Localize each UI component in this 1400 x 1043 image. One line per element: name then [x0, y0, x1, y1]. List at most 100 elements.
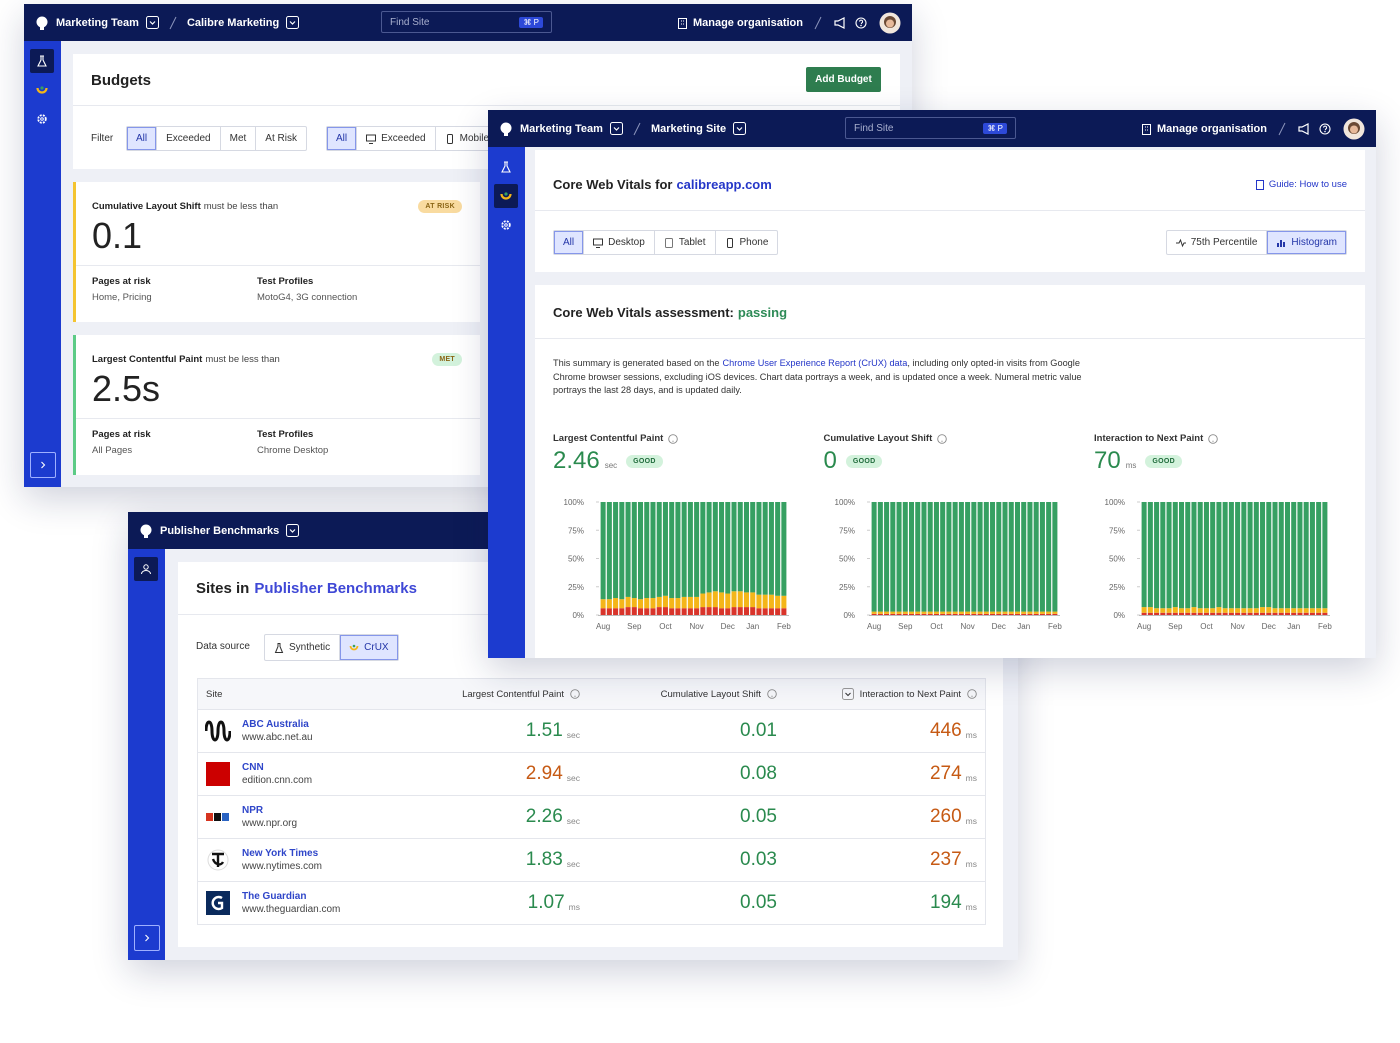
logo	[36, 16, 48, 30]
sidebar-item[interactable]	[30, 78, 54, 102]
sidebar-item[interactable]	[30, 107, 54, 131]
bar-segment	[1141, 607, 1147, 613]
crux-link[interactable]: Chrome User Experience Report (CrUX) dat…	[722, 358, 908, 368]
segment-button[interactable]: Histogram	[1267, 231, 1346, 254]
team-name[interactable]: Publisher Benchmarks	[160, 524, 280, 537]
sidebar-item[interactable]	[494, 213, 518, 237]
metric-cell: 274 ms	[930, 752, 977, 795]
bar-segment	[920, 613, 926, 615]
segment-button[interactable]: CrUX	[340, 635, 398, 660]
organisation-icon	[677, 17, 687, 29]
condition-text: must be less than	[205, 354, 280, 365]
segment-button[interactable]: 75th Percentile	[1167, 231, 1268, 254]
site-name[interactable]: Calibre Marketing	[186, 16, 280, 29]
column-header[interactable]: Cumulative Layout Shift	[661, 679, 777, 709]
bar-segment	[737, 591, 743, 608]
segment-button[interactable]: Mobile	[436, 127, 498, 150]
sidebar-item[interactable]	[134, 557, 158, 581]
segment-button[interactable]: All	[127, 127, 158, 150]
segment-button[interactable]: Tablet	[655, 231, 716, 254]
site-name[interactable]: The Guardian	[242, 891, 307, 902]
sidebar-item[interactable]	[494, 184, 518, 208]
organisation-link[interactable]: Manage organisation	[692, 16, 803, 29]
bar-segment	[1297, 502, 1303, 609]
x-tick-label: Dec	[721, 622, 735, 631]
table-row[interactable]: The Guardian www.theguardian.com 1.07 ms 0.0…	[198, 881, 985, 924]
add-budget-button[interactable]: Add Budget	[806, 67, 881, 92]
column-header[interactable]: Interaction to Next Paint	[841, 679, 977, 709]
bar-segment	[669, 502, 675, 599]
table-row[interactable]: CNN edition.cnn.com 2.94 sec 0.08 274 ms	[198, 752, 985, 796]
metric-cell: 0.01	[740, 709, 777, 752]
chevron	[289, 529, 296, 533]
segment-button[interactable]: Phone	[716, 231, 778, 254]
bar-segment	[896, 502, 902, 612]
metric-value: 0.08	[740, 762, 777, 784]
logo	[205, 720, 231, 742]
bar-segment	[958, 502, 964, 612]
sidebar	[128, 549, 165, 960]
segment-button[interactable]: At Risk	[256, 127, 306, 150]
bar-segment	[1197, 502, 1203, 609]
team-name[interactable]: Marketing Team	[520, 122, 603, 135]
site-name[interactable]: New York Times	[242, 848, 319, 859]
vitals-arc	[36, 87, 48, 94]
bar-segment	[1033, 502, 1039, 612]
guide-link[interactable]: Guide: How to use	[1255, 179, 1347, 190]
segment-button[interactable]: Exceeded	[357, 127, 436, 150]
team-name[interactable]: Marketing Team	[56, 16, 139, 29]
metric-name: Cumulative Layout Shift	[824, 433, 948, 444]
icon	[664, 237, 673, 248]
table-row[interactable]: New York Times www.nytimes.com 1.83 sec 0.03…	[198, 838, 985, 882]
bar-segment	[1235, 612, 1241, 615]
segment-button[interactable]: Desktop	[584, 231, 655, 254]
bar-segment	[1160, 612, 1166, 615]
bar-segment	[945, 502, 951, 612]
sidebar-item[interactable]	[30, 49, 54, 73]
segment-label: Histogram	[1291, 237, 1337, 248]
bar-segment	[1039, 611, 1045, 614]
segment-button[interactable]: Met	[221, 127, 257, 150]
segment-button[interactable]: All	[327, 127, 358, 150]
bar-segment	[877, 613, 883, 615]
expand-sidebar-button[interactable]	[30, 452, 56, 478]
search-box[interactable]: Find Site ⌘ P	[845, 117, 1016, 139]
site-name[interactable]: CNN	[242, 762, 264, 773]
expand-sidebar-button[interactable]	[134, 925, 160, 951]
search-box[interactable]: Find Site ⌘ P	[381, 11, 552, 33]
bar-segment	[920, 502, 926, 612]
help-icon	[570, 689, 580, 699]
metric-title: Interaction to Next Paint	[1094, 433, 1204, 444]
site-domain[interactable]: calibreapp.com	[676, 177, 772, 192]
segment-button[interactable]: Exceeded	[157, 127, 221, 150]
column-header[interactable]: Largest Contentful Paint	[462, 679, 580, 709]
profiles-value: Chrome Desktop	[257, 445, 329, 456]
bar-segment	[725, 593, 731, 609]
metric-unit: sec	[566, 729, 580, 740]
divider	[535, 338, 1365, 339]
segment-button[interactable]: Synthetic	[265, 635, 341, 660]
sites-table: Site Largest Contentful Paint Cumulative L…	[197, 678, 986, 925]
bar-segment	[725, 502, 731, 594]
filter-label: Filter	[91, 133, 114, 144]
segment-button[interactable]: All	[554, 231, 585, 254]
bar-segment	[1272, 502, 1278, 609]
bar-segment	[606, 608, 612, 615]
metric-value: 0.05	[740, 891, 777, 913]
search-placeholder: Find Site	[854, 122, 894, 134]
breadcrumb: Publisher Benchmarks	[139, 512, 300, 549]
site-name[interactable]: NPR	[242, 805, 264, 816]
table-row[interactable]: ABC Australia www.abc.net.au 1.51 sec 0.01 44…	[198, 709, 985, 753]
sidebar-item[interactable]	[494, 155, 518, 179]
bar-segment	[1278, 612, 1284, 615]
bar-segment	[1322, 502, 1328, 609]
organisation-link[interactable]: Manage organisation	[1156, 122, 1267, 135]
site-name[interactable]: Marketing Site	[650, 122, 727, 135]
divider	[76, 418, 480, 419]
bar-segment	[1020, 613, 1026, 615]
site-name[interactable]: ABC Australia	[242, 719, 309, 730]
table-row[interactable]: NPR www.npr.org 2.26 sec 0.05 260 ms	[198, 795, 985, 839]
bar-segment	[638, 608, 644, 615]
bar-segment	[952, 611, 958, 614]
bar-segment	[1154, 612, 1160, 615]
